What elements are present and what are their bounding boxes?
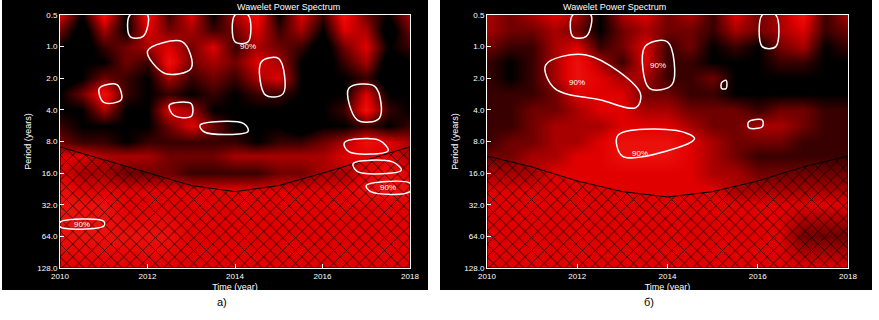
svg-text:90%: 90%: [632, 149, 648, 158]
svg-text:4.0: 4.0: [46, 106, 58, 115]
svg-text:64.0: 64.0: [469, 232, 485, 241]
svg-text:4.0: 4.0: [473, 106, 485, 115]
svg-text:2014: 2014: [659, 272, 677, 281]
svg-text:2018: 2018: [401, 272, 419, 281]
svg-text:б): б): [644, 296, 654, 308]
svg-text:128.0: 128.0: [464, 264, 485, 273]
svg-text:64.0: 64.0: [42, 232, 58, 241]
svg-text:16.0: 16.0: [469, 169, 485, 178]
svg-text:Wawelet Power Spectrum: Wawelet Power Spectrum: [237, 2, 340, 12]
svg-text:2014: 2014: [226, 272, 244, 281]
svg-text:Time (year): Time (year): [645, 282, 691, 292]
svg-text:0.5: 0.5: [473, 11, 485, 20]
svg-text:Wawelet Power Spectrum: Wawelet Power Spectrum: [563, 2, 666, 12]
svg-text:2016: 2016: [749, 272, 767, 281]
svg-text:1.0: 1.0: [46, 42, 58, 51]
svg-text:Time (year): Time (year): [212, 282, 258, 292]
svg-text:1.0: 1.0: [473, 42, 485, 51]
svg-text:90%: 90%: [74, 220, 90, 229]
svg-text:2.0: 2.0: [473, 74, 485, 83]
svg-text:Period (years): Period (years): [23, 113, 33, 170]
svg-text:2016: 2016: [314, 272, 332, 281]
svg-text:128.0: 128.0: [37, 264, 58, 273]
svg-text:а): а): [217, 296, 227, 308]
svg-text:90%: 90%: [240, 42, 256, 51]
svg-text:2010: 2010: [51, 272, 69, 281]
svg-text:2012: 2012: [568, 272, 586, 281]
svg-text:Period (years): Period (years): [450, 113, 460, 170]
svg-text:2010: 2010: [478, 272, 496, 281]
svg-text:8.0: 8.0: [473, 137, 485, 146]
svg-text:90%: 90%: [569, 78, 585, 87]
svg-text:2.0: 2.0: [46, 74, 58, 83]
svg-text:32.0: 32.0: [469, 201, 485, 210]
svg-text:32.0: 32.0: [42, 201, 58, 210]
svg-text:2018: 2018: [839, 272, 857, 281]
svg-text:0.5: 0.5: [46, 11, 58, 20]
svg-text:8.0: 8.0: [46, 137, 58, 146]
svg-text:90%: 90%: [380, 183, 396, 192]
svg-text:2012: 2012: [139, 272, 157, 281]
svg-text:90%: 90%: [650, 61, 666, 70]
svg-text:16.0: 16.0: [42, 169, 58, 178]
